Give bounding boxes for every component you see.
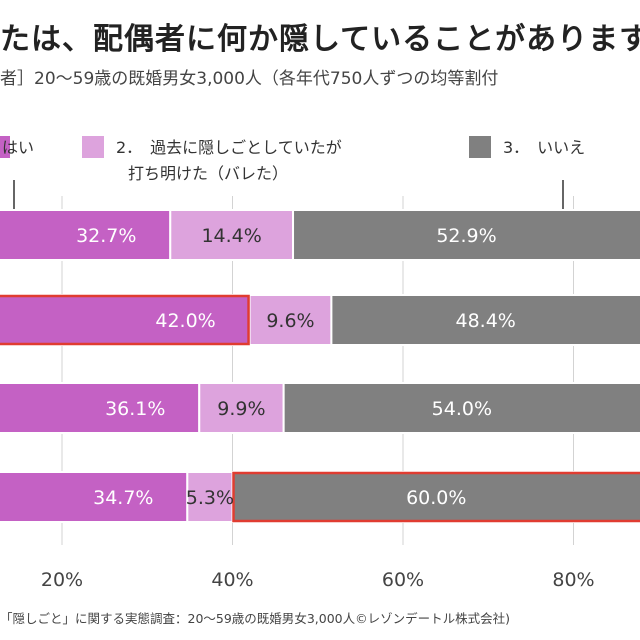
data-label-confessed: 14.4%	[201, 225, 261, 247]
legend-label-no: 3． いいえ	[503, 138, 586, 157]
bar-segment-no	[282, 382, 640, 434]
data-label-no: 60.0%	[406, 487, 466, 509]
legend-swatch-confessed	[82, 136, 104, 158]
chart-title: たは、配偶者に何か隠していることがありますか	[0, 22, 640, 54]
bar-segment-yes	[0, 382, 201, 434]
data-label-no: 52.9%	[436, 225, 496, 247]
legend-label-confessed: 2． 過去に隠しごとしていたが	[116, 138, 342, 157]
highlight-border	[0, 294, 250, 346]
x-tick-label: 80%	[552, 569, 594, 591]
data-label-no: 48.4%	[456, 310, 516, 332]
legend-label-confessed-line2: 打ち明けた（バレた）	[128, 164, 289, 183]
bar-segment-yes	[0, 471, 189, 523]
x-tick-label: 60%	[382, 569, 424, 591]
data-label-yes: 42.0%	[155, 310, 215, 332]
highlight-border	[232, 471, 640, 523]
bar-segment-yes	[0, 209, 172, 261]
legend-swatch-no	[469, 136, 491, 158]
x-tick-label: 20%	[41, 569, 83, 591]
bar-segment-no	[231, 471, 640, 523]
data-label-yes: 32.7%	[76, 225, 136, 247]
bar-segment-confessed	[198, 382, 285, 434]
bar-segment-no	[330, 294, 640, 346]
bar-segment-no	[292, 209, 640, 261]
source-footnote: 「隠しごと」に関する実態調査：20～59歳の既婚男女3,000人©レゾンデートル…	[0, 611, 510, 626]
data-label-no: 54.0%	[432, 398, 492, 420]
data-label-yes: 34.7%	[93, 487, 153, 509]
data-label-yes: 36.1%	[105, 398, 165, 420]
bar-segment-confessed	[169, 209, 295, 261]
data-label-confessed: 5.3%	[186, 487, 234, 509]
legend-swatch-yes	[0, 136, 10, 158]
data-label-confessed: 9.6%	[266, 310, 314, 332]
data-label-confessed: 9.9%	[217, 398, 265, 420]
legend-label-yes: はい	[2, 138, 35, 157]
x-tick-label: 40%	[211, 569, 253, 591]
chart-subtitle: 者］20～59歳の既婚男女3,000人（各年代750人ずつの均等割付	[0, 69, 499, 89]
bar-segment-confessed	[186, 471, 234, 523]
